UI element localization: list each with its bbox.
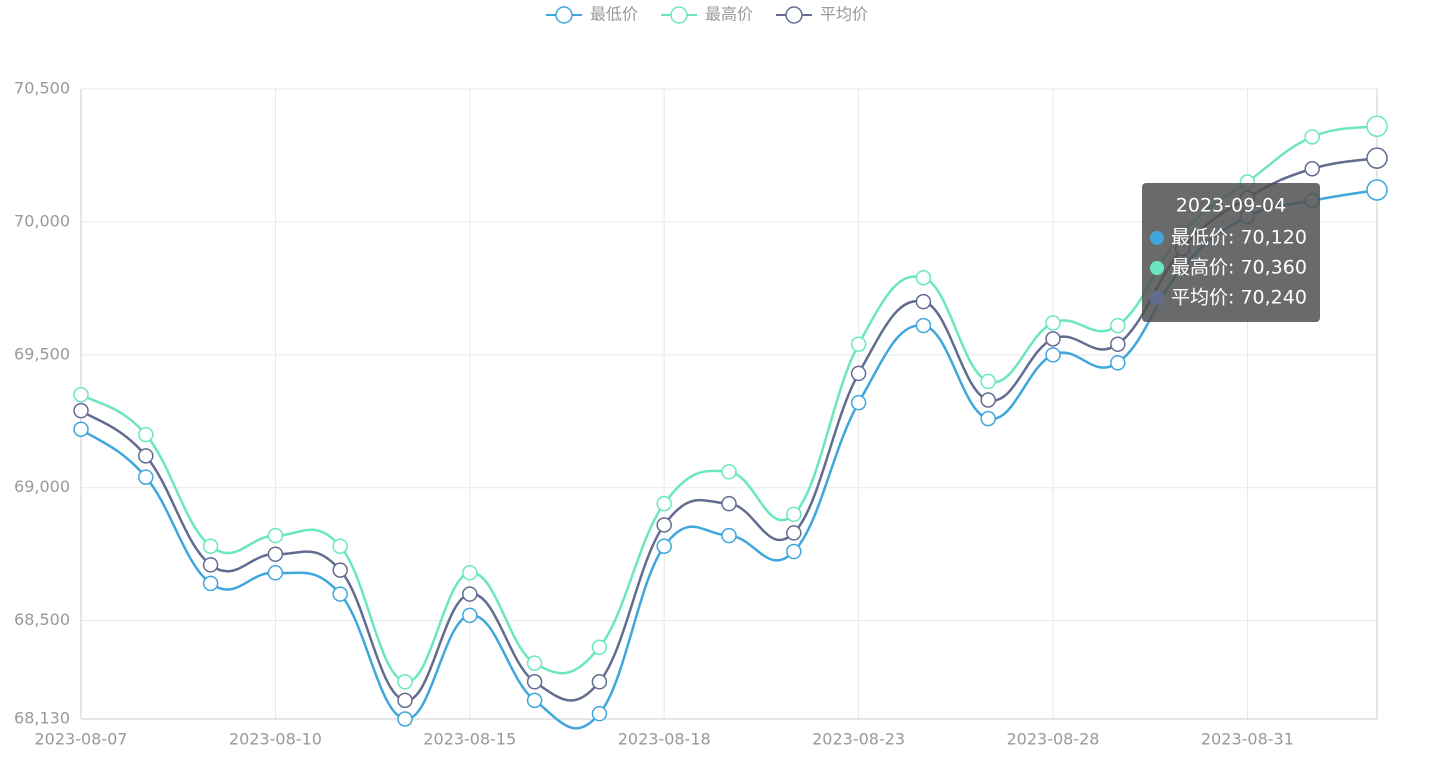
data-point [1045, 347, 1061, 363]
tooltip-dot [1150, 291, 1164, 305]
legend-marker [670, 6, 688, 24]
data-point [1045, 315, 1061, 331]
data-point [915, 293, 932, 310]
data-point [980, 373, 996, 390]
data-point [850, 394, 867, 411]
x-tick-label: 2023-08-07 [35, 730, 128, 749]
data-point [267, 527, 284, 544]
x-tick-label: 2023-08-31 [1201, 730, 1294, 749]
data-point [202, 575, 219, 592]
data-point [591, 705, 608, 722]
y-tick-label: 68,130 [14, 709, 70, 728]
data-point [138, 426, 154, 443]
data-point [850, 336, 867, 352]
data-point [591, 674, 608, 690]
data-point [1304, 160, 1320, 177]
data-point [721, 495, 737, 512]
tooltip-dot [1150, 231, 1164, 245]
data-point [462, 586, 478, 602]
legend-label: 最高价 [705, 5, 753, 24]
data-point [202, 538, 219, 554]
y-tick-label: 68,500 [14, 610, 70, 629]
data-point [267, 546, 284, 562]
data-point [1110, 317, 1126, 334]
y-tick-label: 70,500 [14, 79, 70, 98]
series-line [80, 188, 1378, 730]
data-point [721, 464, 737, 480]
tooltip-item: 最高价: 70,360 [1171, 257, 1307, 279]
legend-marker [555, 6, 573, 24]
data-point [526, 692, 543, 709]
tooltip-item: 最低价: 70,120 [1171, 227, 1307, 249]
data-point [1110, 336, 1126, 352]
data-point [786, 525, 802, 541]
data-point [1366, 179, 1388, 201]
legend-label: 平均价 [820, 5, 868, 24]
data-point [721, 527, 737, 544]
data-point [915, 317, 932, 334]
data-point [656, 495, 672, 512]
series-line [80, 156, 1378, 702]
tooltip-title: 2023-09-04 [1176, 195, 1286, 217]
x-tick-label: 2023-08-18 [618, 730, 711, 749]
tooltip-box [1142, 183, 1320, 322]
data-point [267, 565, 284, 581]
y-tick-label: 70,000 [14, 211, 70, 230]
data-point [332, 562, 348, 578]
data-point [332, 586, 348, 602]
data-point [850, 365, 867, 382]
data-point [332, 538, 348, 554]
y-tick-label: 69,000 [14, 477, 70, 496]
x-tick-label: 2023-08-10 [229, 730, 322, 749]
data-point [138, 469, 154, 485]
tooltip-dot [1150, 261, 1164, 275]
data-point [1045, 331, 1061, 347]
data-point [980, 410, 996, 427]
legend-label: 最低价 [590, 5, 638, 24]
data-point [915, 269, 932, 286]
data-point [526, 655, 543, 671]
data-point [591, 639, 608, 655]
data-point [73, 421, 89, 438]
data-point [397, 692, 413, 709]
data-point [1366, 147, 1388, 169]
data-point [202, 557, 219, 573]
data-point [1366, 115, 1388, 137]
x-tick-label: 2023-08-28 [1007, 730, 1100, 749]
data-point [656, 517, 672, 533]
data-point [786, 506, 802, 523]
data-point [73, 402, 89, 419]
data-point [656, 538, 672, 554]
data-point [1110, 355, 1126, 371]
data-point [1304, 129, 1320, 145]
tooltip: 2023-09-04 最低价: 70,120 最高价: 70,360 平均价: 70,… [1142, 183, 1320, 322]
data-point [397, 674, 413, 690]
data-point [786, 543, 802, 560]
data-point [980, 392, 996, 408]
data-point [397, 711, 413, 727]
data-point [526, 674, 543, 690]
y-tick-label: 69,500 [14, 344, 70, 363]
x-tick-label: 2023-08-23 [812, 730, 905, 749]
data-point [462, 607, 478, 624]
data-point [462, 565, 478, 581]
legend-marker [785, 6, 803, 24]
data-point [138, 448, 154, 464]
tooltip-item: 平均价: 70,240 [1171, 287, 1307, 309]
x-tick-label: 2023-08-15 [423, 730, 516, 749]
data-point [73, 386, 89, 403]
